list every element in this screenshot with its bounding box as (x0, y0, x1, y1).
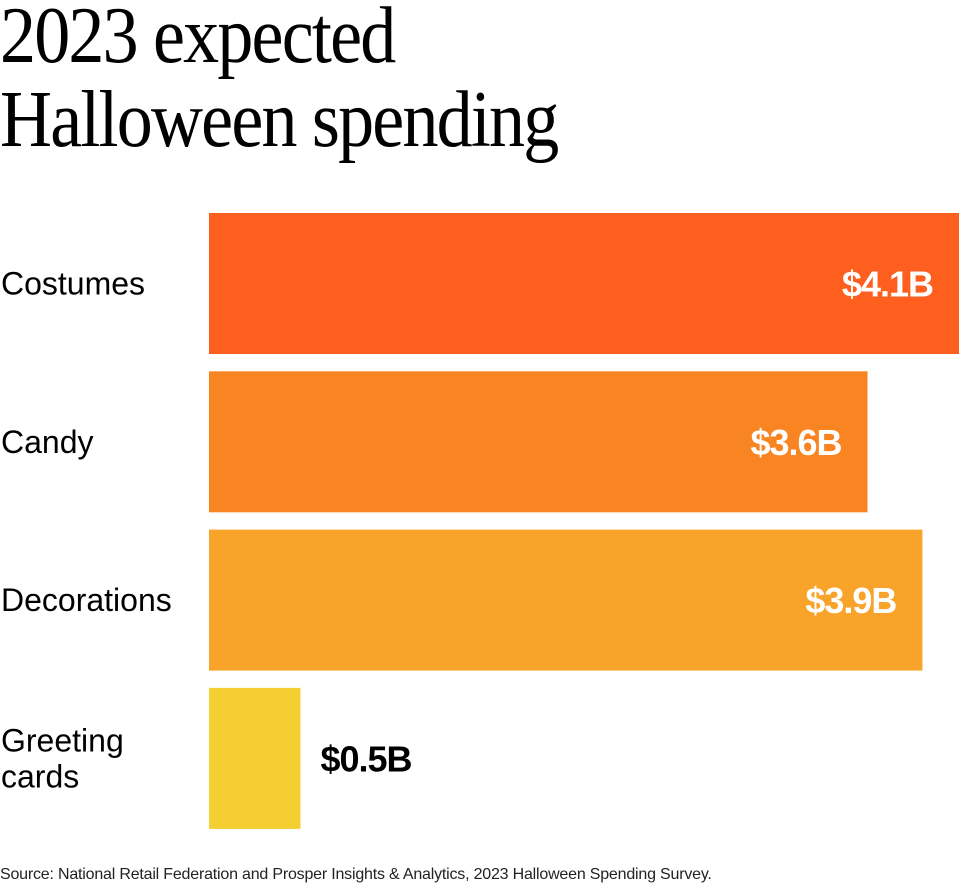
value-label-costumes: $4.1B (842, 264, 933, 305)
category-label-costumes: Costumes (1, 266, 145, 302)
bar-group-greeting-cards: Greeting cards $0.5B (1, 687, 413, 829)
bar-group-candy: Candy $3.6B (1, 371, 868, 513)
title-line-1: 2023 expected (0, 0, 396, 80)
category-label-candy: Candy (1, 424, 94, 460)
bar-candy (209, 371, 868, 513)
category-label-decorations: Decorations (1, 582, 172, 618)
bar-group-costumes: Costumes $4.1B (1, 213, 959, 354)
bar-group-decorations: Decorations $3.9B (1, 529, 923, 671)
bar-decorations (209, 529, 923, 671)
bar-greeting-cards (209, 687, 301, 829)
value-label-greeting-cards: $0.5B (320, 738, 411, 779)
title-line-2: Halloween spending (0, 76, 559, 164)
value-label-decorations: $3.9B (805, 580, 896, 621)
bar-costumes (209, 213, 959, 354)
chart-title: 2023 expected Halloween spending (0, 0, 559, 164)
source-note: Source: National Retail Federation and P… (0, 866, 712, 883)
value-label-candy: $3.6B (750, 422, 841, 463)
category-label-greeting-cards: Greeting cards (1, 722, 124, 794)
